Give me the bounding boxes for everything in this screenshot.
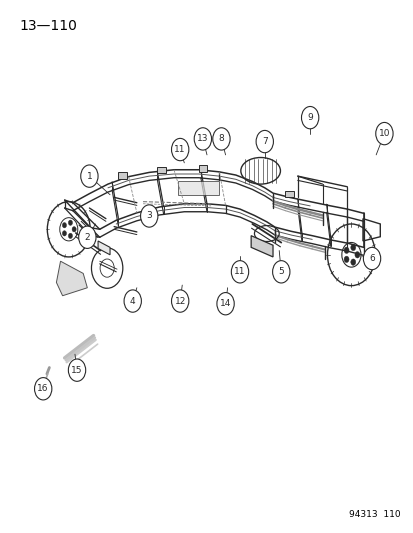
Circle shape — [68, 233, 72, 239]
Circle shape — [301, 107, 318, 129]
Text: 2: 2 — [84, 233, 90, 242]
Text: 94313  110: 94313 110 — [349, 510, 400, 519]
Circle shape — [72, 227, 76, 232]
Bar — [198, 165, 206, 172]
Circle shape — [62, 231, 66, 236]
Text: 5: 5 — [278, 268, 283, 276]
Polygon shape — [56, 261, 87, 296]
Text: 16: 16 — [37, 384, 49, 393]
Circle shape — [216, 293, 234, 315]
Circle shape — [212, 128, 230, 150]
Text: 9: 9 — [306, 113, 312, 122]
Text: 7: 7 — [261, 137, 267, 146]
Circle shape — [343, 247, 348, 254]
Circle shape — [78, 226, 96, 248]
Text: 1: 1 — [86, 172, 92, 181]
Circle shape — [272, 261, 289, 283]
Circle shape — [62, 223, 66, 228]
Circle shape — [354, 252, 359, 258]
Text: 4: 4 — [130, 296, 135, 305]
Text: 3: 3 — [146, 212, 152, 221]
Circle shape — [81, 165, 98, 187]
Text: 15: 15 — [71, 366, 83, 375]
Text: 11: 11 — [234, 268, 245, 276]
Text: 11: 11 — [174, 145, 185, 154]
Text: 10: 10 — [378, 129, 389, 138]
Polygon shape — [178, 181, 219, 195]
Text: 8: 8 — [218, 134, 224, 143]
Circle shape — [350, 259, 355, 265]
Circle shape — [124, 290, 141, 312]
Polygon shape — [98, 241, 110, 255]
Bar — [157, 167, 165, 173]
Bar — [118, 172, 126, 179]
Circle shape — [171, 290, 188, 312]
Circle shape — [140, 205, 157, 227]
Circle shape — [231, 261, 248, 283]
Circle shape — [171, 139, 188, 161]
Text: 13—110: 13—110 — [19, 19, 77, 33]
Circle shape — [375, 123, 392, 145]
Circle shape — [34, 377, 52, 400]
Text: 13: 13 — [197, 134, 208, 143]
Circle shape — [350, 244, 355, 251]
Polygon shape — [251, 236, 272, 257]
Circle shape — [363, 247, 380, 270]
Circle shape — [68, 359, 85, 381]
Text: 14: 14 — [219, 299, 231, 308]
Circle shape — [343, 256, 348, 263]
Text: 6: 6 — [368, 254, 374, 263]
Circle shape — [68, 220, 72, 225]
Circle shape — [194, 128, 211, 150]
Text: 12: 12 — [174, 296, 185, 305]
Circle shape — [256, 131, 273, 153]
Bar — [285, 191, 293, 197]
